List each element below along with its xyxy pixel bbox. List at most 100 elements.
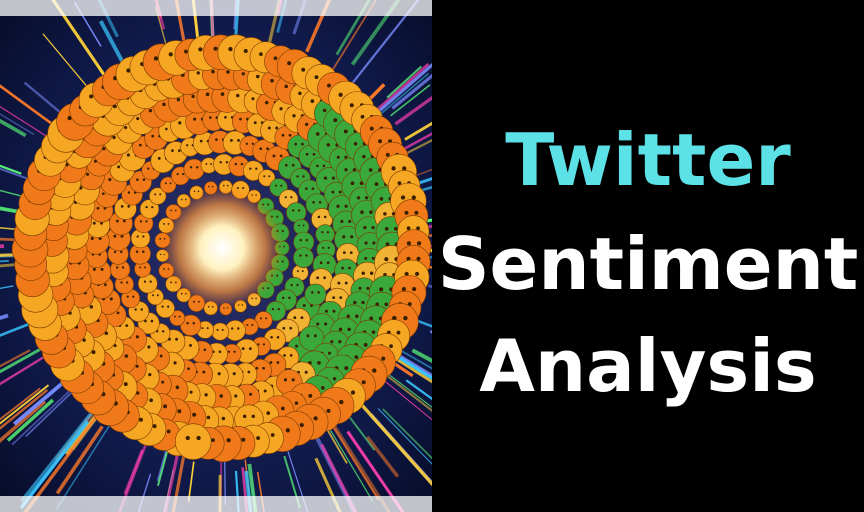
title-panel: Twitter Sentiment Analysis	[432, 0, 864, 512]
emoji-eye	[236, 93, 240, 98]
streak	[0, 118, 27, 138]
emoji	[159, 176, 177, 194]
emoji-eye	[374, 182, 379, 186]
emoji-eye	[125, 324, 129, 327]
emoji-eye	[297, 209, 301, 212]
emoji-eye	[176, 97, 181, 102]
emoji-eye	[331, 190, 335, 194]
emoji-eye	[152, 424, 157, 429]
emoji-eye	[191, 94, 195, 99]
emoji-eye	[316, 276, 320, 280]
emoji-eye	[86, 172, 90, 176]
emoji-eye	[384, 227, 389, 231]
emoji-eye	[347, 327, 351, 332]
emoji-eye	[204, 393, 208, 397]
streak	[365, 435, 400, 478]
emoji-eye	[372, 368, 377, 373]
emoji-eye	[400, 195, 406, 200]
emoji-eye	[226, 438, 231, 443]
streak	[19, 420, 90, 509]
emoji-eye	[193, 117, 197, 121]
emoji-eye	[136, 235, 139, 238]
emoji-eye	[344, 155, 348, 159]
emoji-eye	[353, 300, 357, 305]
emoji-eye	[362, 154, 366, 159]
emoji-eye	[349, 103, 354, 108]
emoji-eye	[406, 241, 411, 246]
emoji-eye	[208, 185, 210, 188]
emoji-eye	[356, 196, 361, 200]
emoji-eye	[326, 231, 330, 234]
emoji-eye	[298, 91, 302, 96]
emoji-eye	[276, 361, 280, 364]
emoji-eye	[288, 296, 291, 300]
emoji-eye	[284, 163, 288, 167]
emoji-eye	[299, 254, 302, 257]
emoji-eye	[121, 266, 125, 269]
emoji-eye	[342, 235, 346, 239]
emoji-eye	[113, 234, 117, 238]
emoji-eye	[92, 221, 96, 225]
emoji-eye	[343, 129, 348, 134]
emoji-eye	[294, 142, 298, 146]
emoji-eye	[251, 414, 256, 419]
emoji-eye	[178, 315, 181, 318]
emoji-eye	[361, 271, 365, 275]
emoji-eye	[228, 46, 233, 52]
emoji-eye	[320, 386, 325, 390]
emoji-eye	[317, 291, 320, 294]
emoji-eye	[241, 72, 245, 76]
streak	[405, 379, 432, 401]
emoji-eye	[404, 271, 409, 277]
emoji-eye	[251, 97, 255, 101]
emoji-eye	[407, 302, 412, 307]
emoji-eye	[366, 286, 370, 290]
emoji-eye	[227, 350, 231, 353]
emoji-eye	[305, 187, 308, 190]
emoji-eye	[124, 354, 129, 358]
emoji-eye	[283, 354, 286, 357]
streak	[386, 372, 432, 408]
emoji-eye	[285, 428, 290, 433]
emoji-eye	[305, 254, 308, 257]
streak	[0, 314, 51, 337]
emoji-eye	[267, 126, 271, 130]
streak	[6, 398, 54, 442]
emoji-eye	[115, 219, 119, 223]
streak	[247, 463, 258, 512]
emoji-eye	[378, 139, 383, 144]
emoji-eye	[406, 226, 411, 231]
emoji-eye	[353, 142, 358, 146]
emoji-eye	[102, 146, 106, 151]
emoji-eye	[326, 408, 331, 413]
emoji-eye	[126, 153, 130, 157]
emoji-eye	[248, 347, 252, 351]
emoji-eye	[414, 210, 419, 215]
streak	[0, 349, 31, 368]
emoji-eye	[265, 317, 268, 320]
emoji-eye	[220, 92, 225, 96]
emoji-eye	[289, 326, 293, 330]
emoji-eye	[349, 251, 353, 255]
emoji-eye	[302, 224, 305, 227]
emoji-eye	[174, 315, 176, 318]
emoji-eye	[304, 122, 309, 127]
emoji-eye	[300, 316, 304, 320]
emoji-eye	[326, 261, 330, 265]
emoji-eye	[116, 311, 120, 315]
emoji-eye	[272, 154, 276, 158]
emoji-eye	[313, 416, 318, 421]
emoji-eye	[192, 321, 195, 325]
emoji-eye	[372, 241, 376, 245]
emoji-eye	[344, 366, 349, 371]
streak	[51, 0, 116, 91]
emoji-eye	[139, 266, 142, 269]
emoji	[258, 169, 276, 187]
emoji-eye	[279, 107, 283, 111]
emoji-eye	[321, 231, 324, 234]
emoji-eye	[234, 162, 238, 166]
streak	[382, 372, 432, 412]
emoji-eye	[136, 116, 140, 121]
emoji-eye	[249, 392, 253, 396]
emoji-eye	[151, 134, 155, 138]
